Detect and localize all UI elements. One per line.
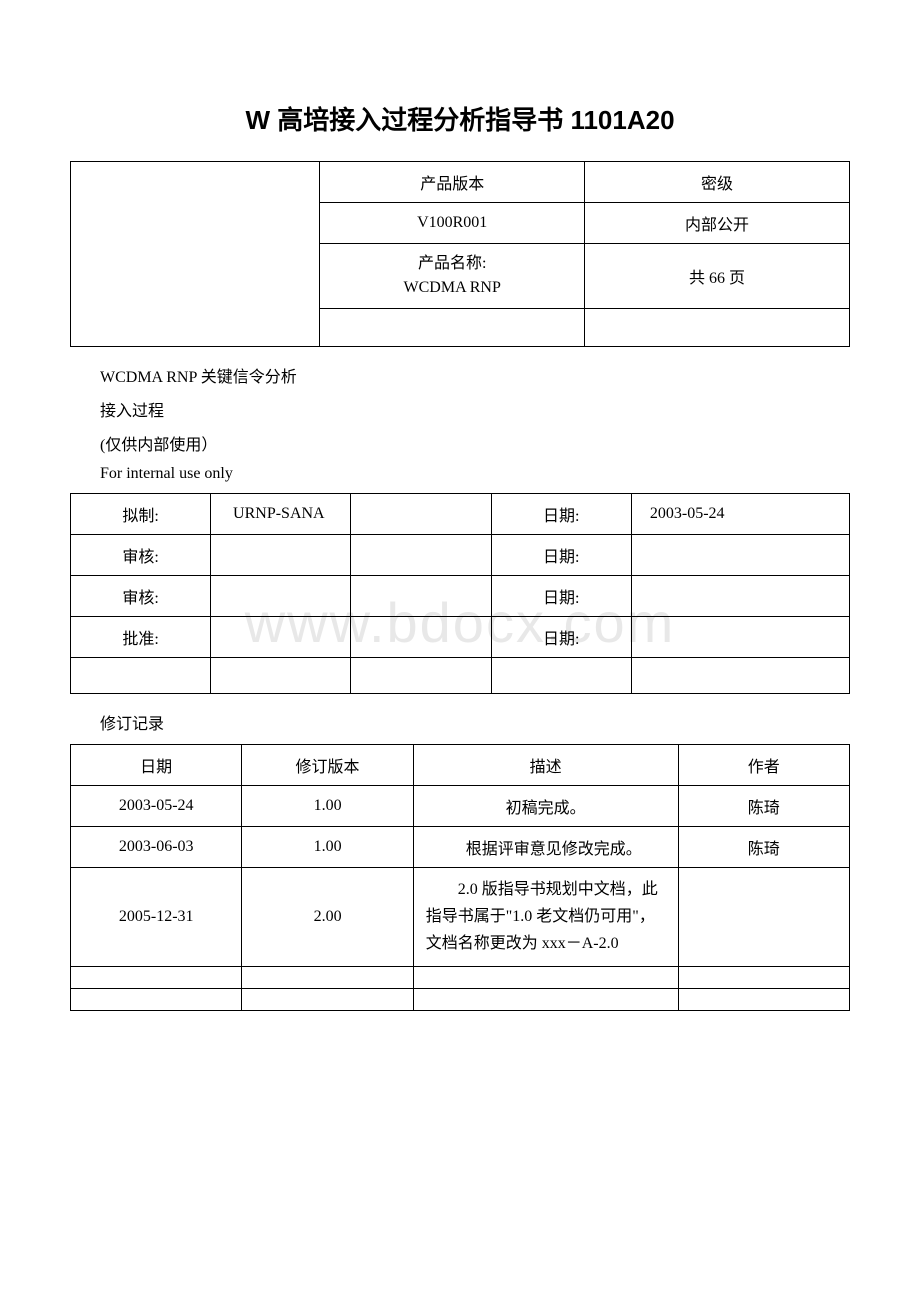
internal-use-en: For internal use only bbox=[100, 465, 850, 483]
rev-author: 陈琦 bbox=[678, 827, 849, 868]
subtitle-line-1: WCDMA RNP 关键信令分析 bbox=[100, 363, 850, 387]
subtitle-line-2: 接入过程 bbox=[100, 397, 850, 421]
product-name-label: 产品名称: bbox=[418, 255, 486, 272]
draft-value: URNP-SANA bbox=[211, 494, 351, 535]
product-version-label: 产品版本 bbox=[320, 162, 585, 203]
document-title: W 高培接入过程分析指导书 1101A20 bbox=[70, 100, 850, 137]
table-row bbox=[71, 988, 850, 1010]
date-value bbox=[631, 576, 849, 617]
rev-date: 2005-12-31 bbox=[71, 868, 242, 967]
empty-cell bbox=[678, 988, 849, 1010]
review-label: 审核: bbox=[71, 535, 211, 576]
revision-table: 日期 修订版本 描述 作者 2003-05-24 1.00 初稿完成。 陈琦 2… bbox=[70, 744, 850, 1011]
empty-cell bbox=[71, 966, 242, 988]
table-row: 产品版本 密级 bbox=[71, 162, 850, 203]
date-label: 日期: bbox=[491, 535, 631, 576]
rev-version: 1.00 bbox=[242, 827, 413, 868]
review-label: 审核: bbox=[71, 576, 211, 617]
empty-cell bbox=[631, 658, 849, 694]
approval-table: 拟制: URNP-SANA 日期: 2003-05-24 审核: 日期: 审核:… bbox=[70, 493, 850, 694]
rev-desc: 初稿完成。 bbox=[413, 786, 678, 827]
security-value: 内部公开 bbox=[585, 203, 850, 244]
product-version-value: V100R001 bbox=[320, 203, 585, 244]
review-value bbox=[211, 576, 351, 617]
table-row: 审核: 日期: bbox=[71, 576, 850, 617]
col-header-date: 日期 bbox=[71, 745, 242, 786]
empty-cell bbox=[351, 658, 491, 694]
table-row: 2003-05-24 1.00 初稿完成。 陈琦 bbox=[71, 786, 850, 827]
empty-cell bbox=[242, 988, 413, 1010]
security-label: 密级 bbox=[585, 162, 850, 203]
date-value bbox=[631, 535, 849, 576]
approve-value bbox=[211, 617, 351, 658]
date-label: 日期: bbox=[491, 494, 631, 535]
rev-version: 1.00 bbox=[242, 786, 413, 827]
revision-heading: 修订记录 bbox=[100, 710, 850, 734]
empty-cell bbox=[491, 658, 631, 694]
document-content: W 高培接入过程分析指导书 1101A20 产品版本 密级 V100R001 内… bbox=[70, 100, 850, 1011]
empty-cell bbox=[585, 309, 850, 347]
table-row: 拟制: URNP-SANA 日期: 2003-05-24 bbox=[71, 494, 850, 535]
empty-cell bbox=[320, 309, 585, 347]
rev-desc: 2.0 版指导书规划中文档，此指导书属于"1.0 老文档仍可用"，文档名称更改为… bbox=[413, 868, 678, 967]
col-header-desc: 描述 bbox=[413, 745, 678, 786]
empty-cell bbox=[211, 658, 351, 694]
table-row: 2003-06-03 1.00 根据评审意见修改完成。 陈琦 bbox=[71, 827, 850, 868]
empty-cell bbox=[413, 966, 678, 988]
draft-label: 拟制: bbox=[71, 494, 211, 535]
empty-cell bbox=[678, 966, 849, 988]
col-header-version: 修订版本 bbox=[242, 745, 413, 786]
header-empty-cell bbox=[71, 162, 320, 347]
table-row: 2005-12-31 2.00 2.0 版指导书规划中文档，此指导书属于"1.0… bbox=[71, 868, 850, 967]
date-label: 日期: bbox=[491, 576, 631, 617]
table-row: 日期 修订版本 描述 作者 bbox=[71, 745, 850, 786]
table-row: 审核: 日期: bbox=[71, 535, 850, 576]
internal-use-cn: (仅供内部使用） bbox=[100, 431, 850, 455]
rev-desc: 根据评审意见修改完成。 bbox=[413, 827, 678, 868]
empty-cell bbox=[351, 576, 491, 617]
empty-cell bbox=[242, 966, 413, 988]
table-row bbox=[71, 966, 850, 988]
rev-version: 2.00 bbox=[242, 868, 413, 967]
col-header-author: 作者 bbox=[678, 745, 849, 786]
rev-date: 2003-05-24 bbox=[71, 786, 242, 827]
page-count: 共 66 页 bbox=[585, 244, 850, 309]
empty-cell bbox=[71, 988, 242, 1010]
empty-cell bbox=[351, 494, 491, 535]
rev-date: 2003-06-03 bbox=[71, 827, 242, 868]
rev-author bbox=[678, 868, 849, 967]
empty-cell bbox=[413, 988, 678, 1010]
empty-cell bbox=[351, 617, 491, 658]
empty-cell bbox=[71, 658, 211, 694]
review-value bbox=[211, 535, 351, 576]
approve-label: 批准: bbox=[71, 617, 211, 658]
product-name-value: WCDMA RNP bbox=[404, 279, 501, 296]
date-value bbox=[631, 617, 849, 658]
date-value: 2003-05-24 bbox=[631, 494, 849, 535]
table-row bbox=[71, 658, 850, 694]
date-label: 日期: bbox=[491, 617, 631, 658]
table-row: 批准: 日期: bbox=[71, 617, 850, 658]
rev-author: 陈琦 bbox=[678, 786, 849, 827]
header-info-table: 产品版本 密级 V100R001 内部公开 产品名称: WCDMA RNP 共 … bbox=[70, 161, 850, 347]
product-name-cell: 产品名称: WCDMA RNP bbox=[320, 244, 585, 309]
empty-cell bbox=[351, 535, 491, 576]
